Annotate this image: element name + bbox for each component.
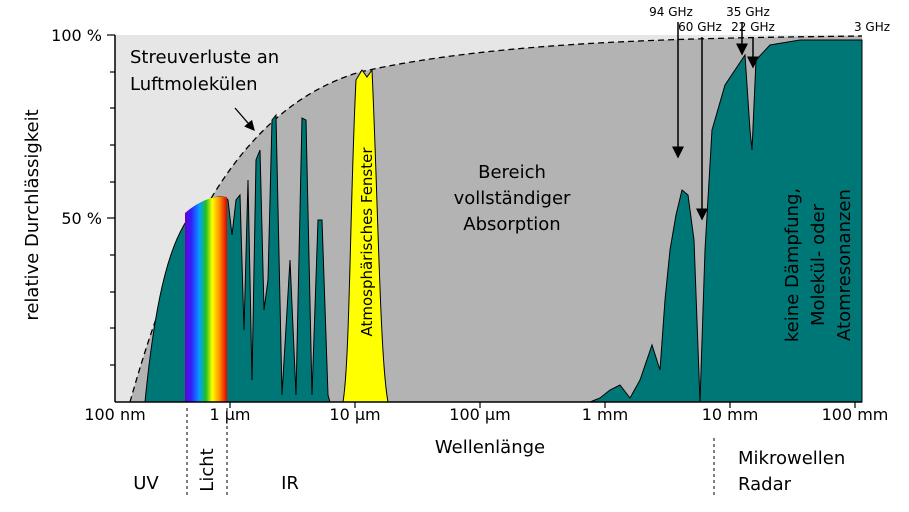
transmission-microwave xyxy=(589,39,863,403)
region-label: UV xyxy=(133,473,159,494)
atmospheric-window xyxy=(342,68,389,403)
annotation: Luftmolekülen xyxy=(130,74,258,95)
region-label: IR xyxy=(281,473,299,494)
axis-ticks xyxy=(107,34,856,408)
x-tick-label: 10 µm xyxy=(329,405,380,424)
annotation: Atomresonanzen xyxy=(834,189,855,341)
region-label: Mikrowellen xyxy=(738,448,845,469)
y-axis-label: relative Durchlässigkeit xyxy=(22,109,43,320)
frequency-label: 60 GHz xyxy=(678,20,722,34)
annotation: Absorption xyxy=(463,214,560,235)
annotation: Streuverluste an xyxy=(130,47,279,68)
annotation: Molekül- oder xyxy=(808,203,829,326)
frequency-arrows xyxy=(672,22,759,221)
annotation: Atmosphärisches Fenster xyxy=(358,147,376,337)
region-label: Licht xyxy=(197,448,218,491)
annotation-arrow xyxy=(234,107,255,131)
frequency-label: 35 GHz xyxy=(726,5,770,19)
region-label: Radar xyxy=(738,474,792,495)
x-tick-label: 1 mm xyxy=(582,405,628,424)
y-tick-label: 50 % xyxy=(61,209,102,228)
x-tick-label: 1 µm xyxy=(209,405,250,424)
y-tick-label: 100 % xyxy=(51,26,102,45)
x-tick-label: 10 mm xyxy=(702,405,759,424)
region-dividers xyxy=(186,408,715,495)
frequency-label: 22 GHz xyxy=(731,20,775,34)
x-tick-label: 100 nm xyxy=(84,405,145,424)
frequency-label: 3 GHz xyxy=(854,20,890,34)
visible-spectrum xyxy=(185,196,227,402)
annotation: Bereich xyxy=(478,162,546,183)
x-axis-label: Wellenlänge xyxy=(435,437,545,458)
frequency-label: 94 GHz xyxy=(649,5,693,19)
annotation: vollständiger xyxy=(454,188,571,209)
x-tick-label: 100 mm xyxy=(822,405,889,424)
x-tick-label: 100 µm xyxy=(449,405,510,424)
annotation: keine Dämpfung, xyxy=(782,188,803,342)
